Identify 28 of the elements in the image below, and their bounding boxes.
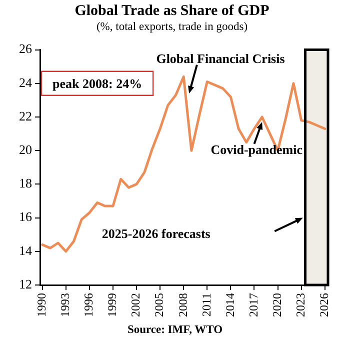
annotation: 2025-2026 forecasts [102, 226, 210, 241]
x-tick-label: 1990 [34, 293, 49, 317]
y-tick-label: 14 [19, 242, 32, 258]
annotation: peak 2008: 24% [52, 76, 142, 91]
x-tick-label: 2026 [317, 293, 332, 317]
y-tick-label: 26 [19, 41, 32, 56]
x-tick-label: 2005 [152, 293, 166, 317]
annotation: Covid-pandemic [210, 142, 303, 157]
y-tick-label: 22 [19, 108, 32, 124]
x-tick-label: 1999 [105, 293, 120, 317]
source-note: Source: IMF, WTO [127, 324, 223, 336]
x-tick-label: 1996 [82, 293, 96, 317]
y-tick-label: 12 [19, 276, 32, 292]
x-tick-label: 2002 [128, 293, 143, 317]
chart-subtitle: (%, total exports, trade in goods) [96, 20, 248, 33]
y-tick-label: 20 [19, 142, 32, 158]
y-tick-label: 16 [19, 209, 32, 224]
x-tick-label: 2023 [293, 293, 308, 317]
x-tick-label: 2020 [270, 293, 284, 317]
chart-title: Global Trade as Share of GDP [74, 2, 270, 19]
y-tick-label: 18 [19, 176, 32, 191]
x-tick-label: 2008 [176, 293, 190, 317]
x-tick-label: 2014 [222, 293, 237, 317]
x-tick-label: 1993 [58, 293, 72, 317]
annotation: Global Financial Crisis [156, 51, 285, 66]
x-tick-label: 2011 [199, 293, 214, 317]
y-tick-label: 24 [19, 74, 32, 90]
x-tick-label: 2017 [246, 293, 260, 317]
